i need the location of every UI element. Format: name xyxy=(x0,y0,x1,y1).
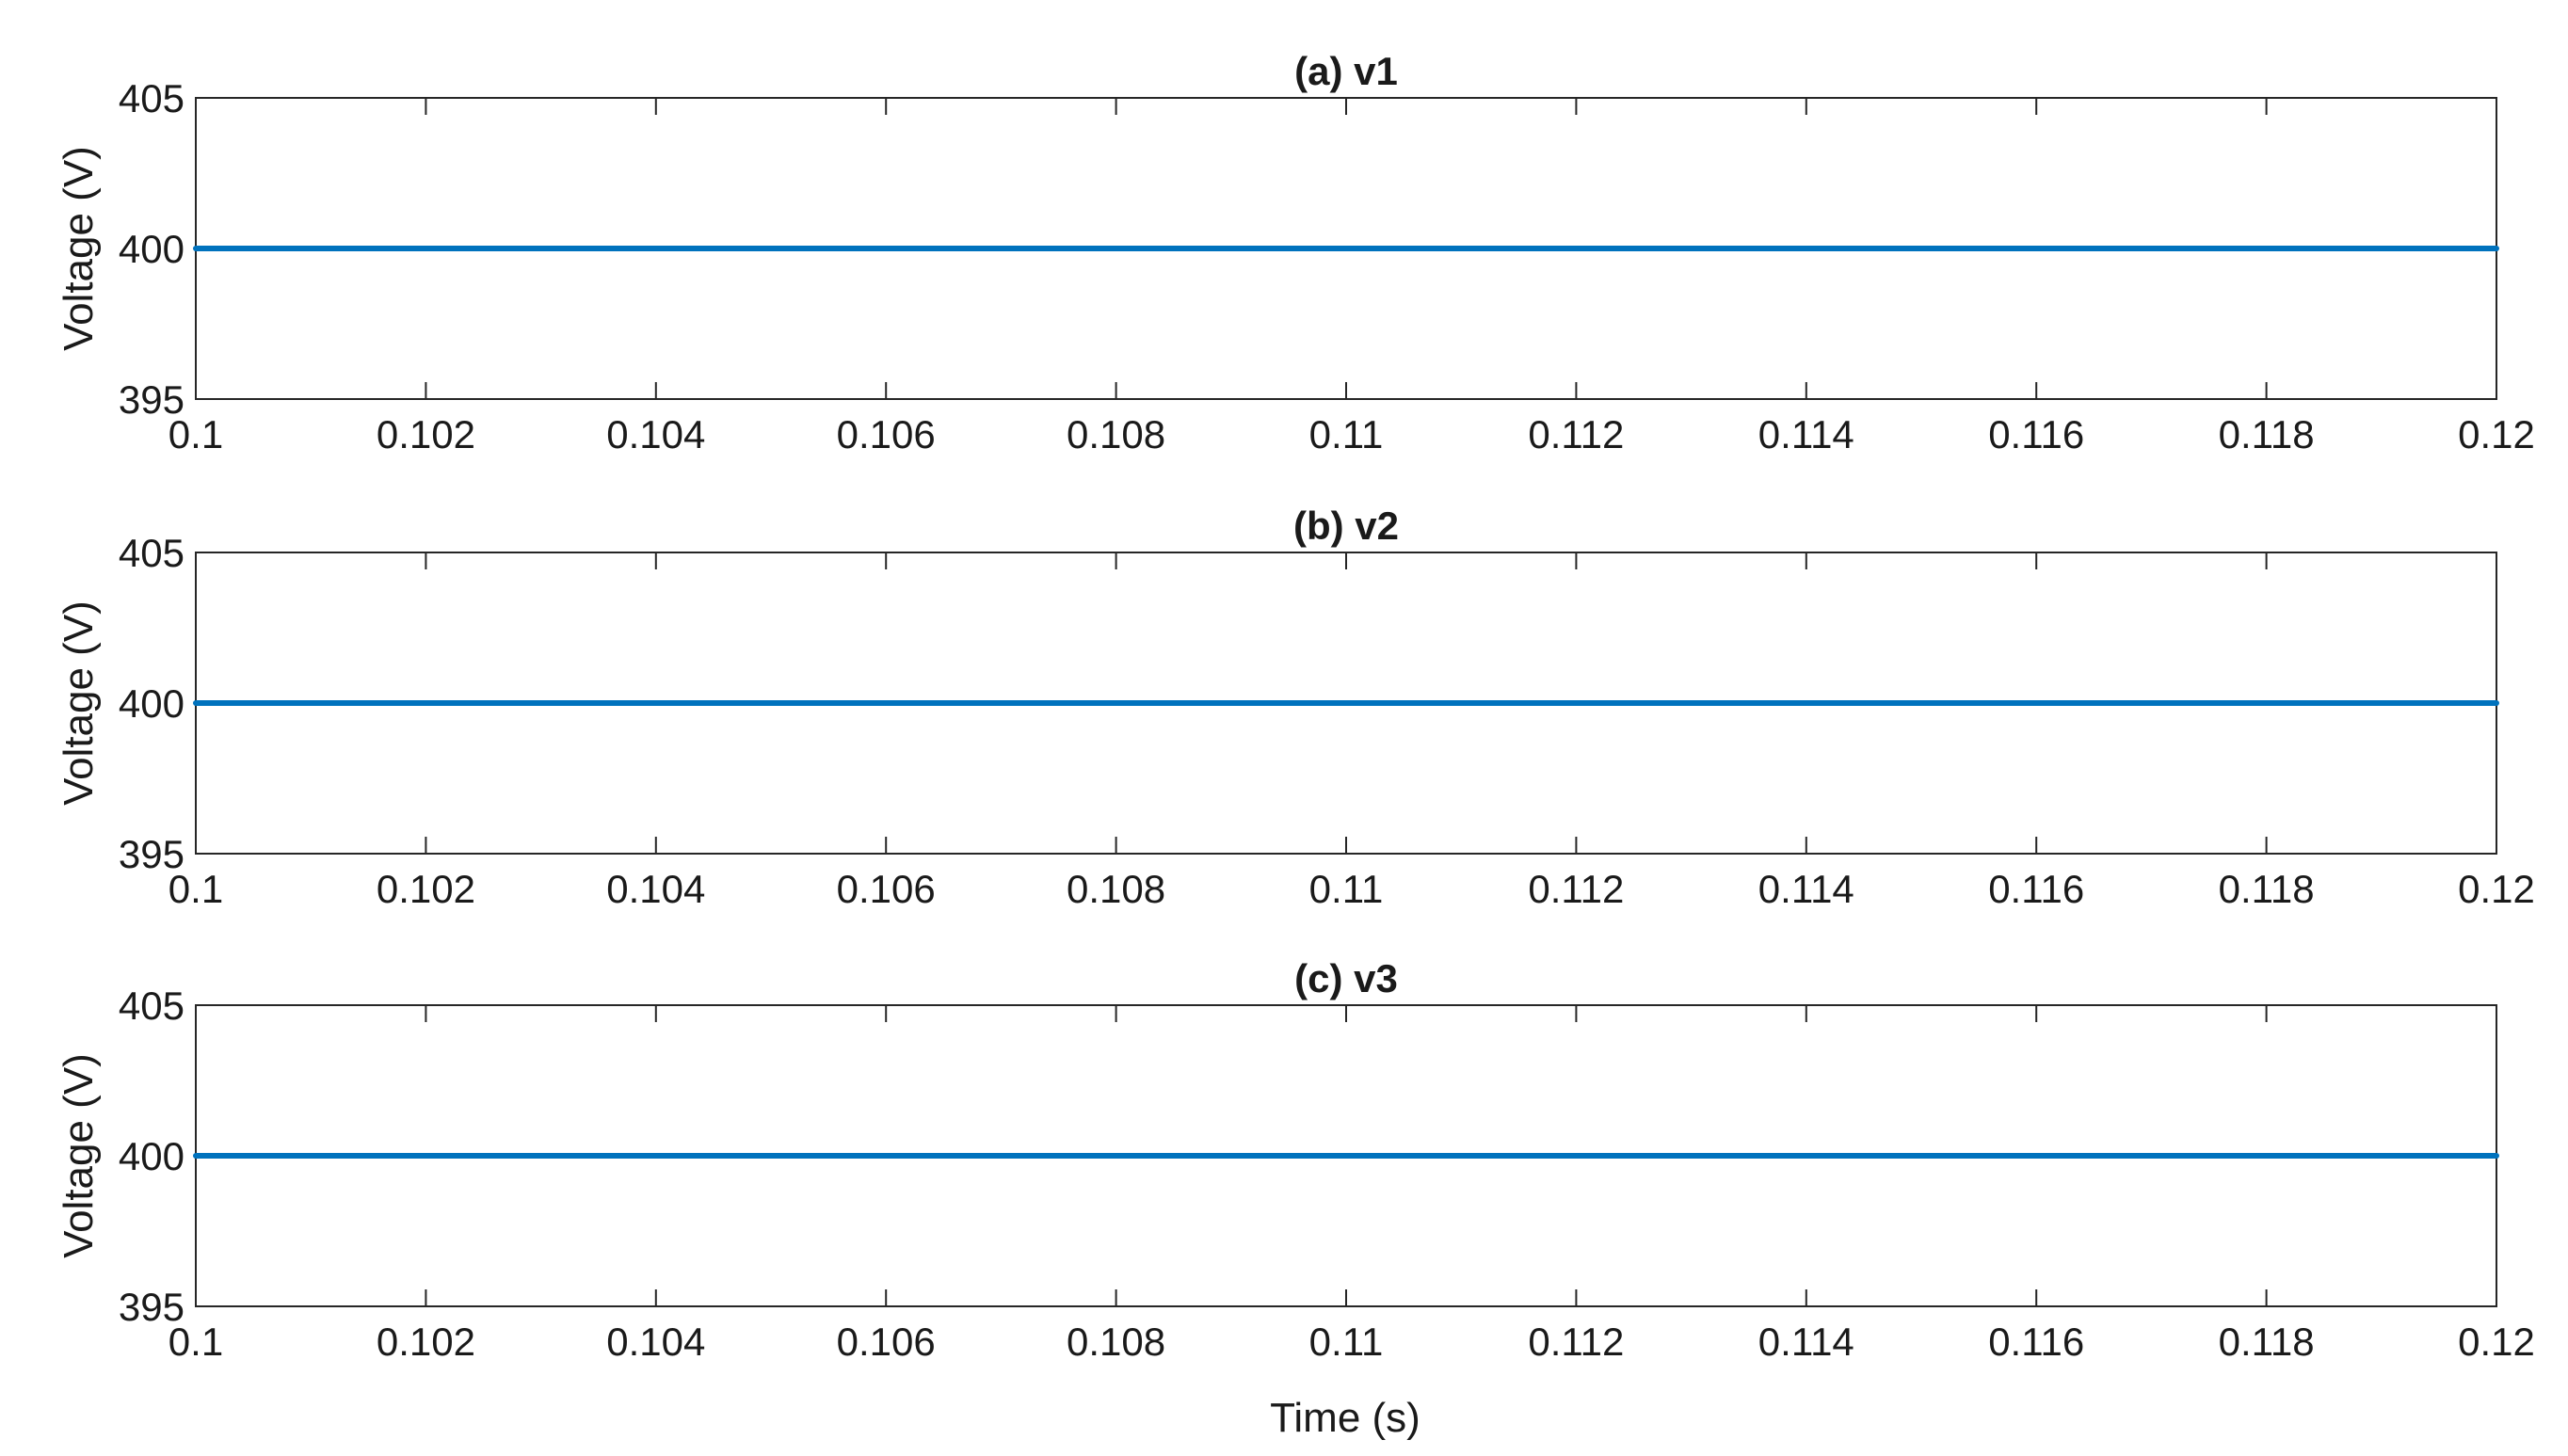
y-tick-label: 405 xyxy=(119,76,185,120)
x-tick-label: 0.102 xyxy=(377,412,475,456)
x-tick-label: 0.1 xyxy=(169,1320,223,1364)
y-tick-label: 400 xyxy=(119,1134,185,1178)
y-tick-label: 400 xyxy=(119,227,185,271)
y-axis-label: Voltage (V) xyxy=(56,1053,102,1258)
x-tick-label: 0.102 xyxy=(377,1320,475,1364)
x-tick-label: 0.108 xyxy=(1067,867,1165,911)
x-tick-label: 0.102 xyxy=(377,867,475,911)
x-tick-label: 0.108 xyxy=(1067,412,1165,456)
x-tick-label: 0.12 xyxy=(2458,1320,2535,1364)
x-axis-label: Time (s) xyxy=(1270,1395,1420,1441)
chart-panel-2: 0.1 0.102 0.104 0.106 0.108 0.11 0.112 0.114 0.1… xyxy=(56,504,2535,911)
x-tick-label: 0.118 xyxy=(2219,867,2315,911)
x-tick-label: 0.11 xyxy=(1309,867,1384,911)
x-tick-label: 0.112 xyxy=(1528,1320,1624,1364)
x-tick-label: 0.11 xyxy=(1309,412,1384,456)
chart-panel-1: 0.1 0.102 0.104 0.106 0.108 0.11 0.112 0.114 0.1… xyxy=(56,49,2535,456)
y-tick-label: 405 xyxy=(119,531,185,575)
panels: 0.1 0.102 0.104 0.106 0.108 0.11 0.112 0.114 0.1… xyxy=(56,49,2535,1364)
y-tick-label: 400 xyxy=(119,681,185,726)
x-tick-label: 0.106 xyxy=(837,412,936,456)
panel-title: (a) v1 xyxy=(1294,49,1398,93)
x-tick-label: 0.116 xyxy=(1988,867,2084,911)
y-axis-label: Voltage (V) xyxy=(56,146,102,351)
y-tick-label: 395 xyxy=(119,832,185,876)
x-tick-label: 0.106 xyxy=(837,867,936,911)
x-tick-label: 0.106 xyxy=(837,1320,936,1364)
x-tick-label: 0.112 xyxy=(1528,867,1624,911)
chart-panel-3: 0.1 0.102 0.104 0.106 0.108 0.11 0.112 0.114 0.1… xyxy=(56,956,2535,1364)
x-tick-label: 0.118 xyxy=(2219,1320,2315,1364)
x-tick-label: 0.114 xyxy=(1758,412,1854,456)
y-tick-label: 395 xyxy=(119,377,185,422)
x-tick-label: 0.118 xyxy=(2219,412,2315,456)
x-tick-label: 0.104 xyxy=(606,1320,705,1364)
x-tick-label: 0.114 xyxy=(1758,867,1854,911)
x-tick-label: 0.112 xyxy=(1528,412,1624,456)
x-tick-label: 0.116 xyxy=(1988,1320,2084,1364)
panel-title: (c) v3 xyxy=(1294,956,1398,1000)
x-tick-label: 0.11 xyxy=(1309,1320,1384,1364)
panel-title: (b) v2 xyxy=(1293,504,1399,548)
x-tick-label: 0.114 xyxy=(1758,1320,1854,1364)
x-tick-label: 0.104 xyxy=(606,867,705,911)
x-tick-label: 0.108 xyxy=(1067,1320,1165,1364)
x-tick-label: 0.116 xyxy=(1988,412,2084,456)
x-tick-label: 0.12 xyxy=(2458,412,2535,456)
y-tick-label: 405 xyxy=(119,984,185,1028)
x-tick-label: 0.1 xyxy=(169,412,223,456)
x-tick-label: 0.1 xyxy=(169,867,223,911)
x-tick-label: 0.12 xyxy=(2458,867,2535,911)
y-tick-label: 395 xyxy=(119,1285,185,1329)
y-axis-label: Voltage (V) xyxy=(56,600,102,806)
x-tick-label: 0.104 xyxy=(606,412,705,456)
